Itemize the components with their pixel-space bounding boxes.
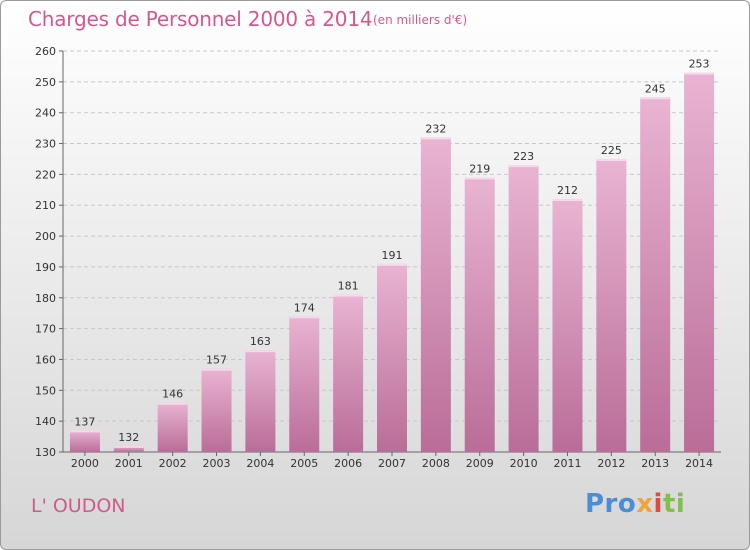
- y-tick-label: 190: [35, 261, 56, 274]
- value-label: 212: [557, 184, 578, 197]
- x-tick-label: 2001: [115, 457, 143, 470]
- value-label: 219: [469, 162, 490, 175]
- value-label: 174: [294, 301, 315, 314]
- bar-2011: [552, 199, 583, 452]
- value-label: 163: [250, 335, 271, 348]
- value-label: 225: [601, 144, 622, 157]
- x-tick-label: 2013: [641, 457, 669, 470]
- value-label: 181: [338, 280, 359, 293]
- x-tick-label: 2010: [510, 457, 538, 470]
- logo-part-3: i: [653, 489, 663, 519]
- y-tick-label: 250: [35, 76, 56, 89]
- bar-top-highlight: [596, 158, 627, 161]
- value-label: 132: [118, 431, 139, 444]
- x-tick-label: 2011: [553, 457, 581, 470]
- y-tick-label: 220: [35, 168, 56, 181]
- bar-top-highlight: [508, 165, 539, 168]
- logo-part-4: ti: [662, 489, 686, 519]
- bar-2002: [157, 402, 188, 452]
- value-label: 253: [689, 58, 710, 71]
- value-label: 223: [513, 150, 534, 163]
- logo-part-2: x: [636, 489, 654, 519]
- bar-2013: [640, 97, 671, 453]
- y-tick-label: 160: [35, 353, 56, 366]
- x-tick-label: 2009: [466, 457, 494, 470]
- value-label: 245: [645, 82, 666, 95]
- bar-top-highlight: [157, 402, 188, 405]
- bar-top-highlight: [113, 445, 144, 448]
- value-label: 232: [425, 122, 446, 135]
- value-label: 191: [382, 249, 403, 262]
- x-tick-label: 2007: [378, 457, 406, 470]
- bar-2005: [289, 316, 320, 452]
- logo-part-1: Pro: [585, 489, 637, 519]
- bar-top-highlight: [640, 97, 671, 100]
- bar-2014: [684, 72, 715, 452]
- x-tick-label: 2005: [290, 457, 318, 470]
- x-tick-label: 2004: [246, 457, 274, 470]
- bar-2001: [113, 445, 144, 452]
- y-tick-label: 240: [35, 107, 56, 120]
- y-tick-label: 200: [35, 230, 56, 243]
- bar-top-highlight: [201, 368, 232, 371]
- bar-2007: [377, 263, 407, 452]
- x-tick-label: 2000: [71, 457, 99, 470]
- value-label: 137: [74, 415, 95, 428]
- bar-2000: [69, 430, 100, 452]
- y-tick-label: 260: [35, 45, 56, 58]
- bar-top-highlight: [464, 177, 495, 180]
- y-tick-label: 140: [35, 415, 56, 428]
- x-tick-label: 2003: [203, 457, 231, 470]
- x-tick-label: 2014: [685, 457, 713, 470]
- bar-top-highlight: [377, 263, 407, 266]
- bar-top-highlight: [420, 137, 451, 140]
- x-tick-label: 2006: [334, 457, 362, 470]
- place-name: L' OUDON: [31, 495, 126, 517]
- bar-top-highlight: [245, 350, 276, 353]
- y-tick-label: 180: [35, 292, 56, 305]
- bar-2009: [464, 177, 495, 452]
- value-label: 157: [206, 354, 227, 367]
- bar-2010: [508, 165, 539, 452]
- bar-2004: [245, 350, 276, 452]
- bar-top-highlight: [552, 199, 583, 202]
- chart-title: Charges de Personnel 2000 à 2014: [28, 7, 373, 31]
- value-label: 146: [162, 388, 183, 401]
- bar-top-highlight: [684, 72, 715, 75]
- chart-subtitle: (en milliers d'€): [373, 13, 468, 27]
- y-tick-label: 230: [35, 138, 56, 151]
- bar-2008: [420, 137, 451, 452]
- bar-top-highlight: [289, 316, 320, 319]
- x-tick-label: 2008: [422, 457, 450, 470]
- y-tick-label: 210: [35, 199, 56, 212]
- x-tick-label: 2002: [159, 457, 187, 470]
- x-tick-label: 2012: [597, 457, 625, 470]
- y-tick-label: 170: [35, 323, 56, 336]
- y-tick-label: 150: [35, 384, 56, 397]
- proxiti-logo[interactable]: Proxiti: [585, 489, 685, 519]
- y-tick-label: 130: [35, 446, 56, 459]
- bar-2003: [201, 368, 232, 452]
- bar-2006: [333, 294, 364, 452]
- bar-top-highlight: [333, 294, 364, 297]
- bar-top-highlight: [69, 430, 100, 433]
- bar-2012: [596, 158, 627, 452]
